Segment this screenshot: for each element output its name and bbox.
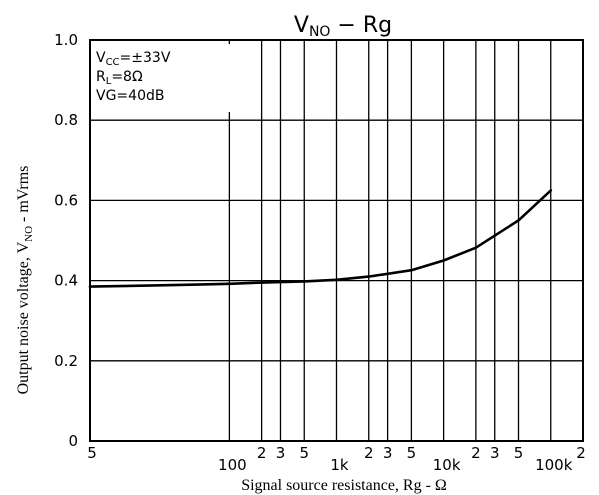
condition-1: RL=8Ω — [96, 69, 143, 87]
x-minor-tick-label-4: 2 — [364, 444, 374, 462]
y-axis-label: Output noise voltage, VNO - mVrms — [15, 166, 35, 395]
conditions-box — [92, 44, 242, 112]
series-line — [88, 189, 553, 288]
x-minor-tick-label-6: 5 — [407, 444, 417, 462]
y-axis-label-subscript: NO — [23, 226, 35, 242]
x-major-tick-label-0: 100 — [218, 456, 247, 474]
y-tick-label-1: 0.2 — [54, 352, 78, 370]
x-minor-tick-label-0: 5 — [87, 444, 97, 462]
chart-title-main: V — [294, 13, 309, 38]
x-major-tick-label-1: 1k — [330, 456, 349, 474]
condition-1-main: R — [96, 69, 106, 85]
x-axis-label: Signal source resistance, Rg - Ω — [241, 477, 447, 494]
condition-2: VG=40dB — [96, 88, 164, 104]
condition-1-value: =8Ω — [111, 69, 143, 85]
x-minor-tick-label-9: 5 — [514, 444, 524, 462]
y-tick-label-4: 0.8 — [54, 111, 78, 129]
x-minor-tick-label-8: 3 — [490, 444, 500, 462]
x-minor-tick-label-3: 5 — [299, 444, 309, 462]
condition-2-main: VG=40dB — [96, 88, 164, 104]
chart-title-rest: − Rg — [330, 13, 392, 38]
y-tick-labels: 0 0.2 0.4 0.6 0.8 1.0 — [54, 31, 78, 450]
y-tick-label-3: 0.6 — [54, 191, 78, 209]
x-major-tick-labels: 100 1k 10k 100k — [218, 456, 573, 474]
x-minor-tick-label-1: 2 — [257, 444, 267, 462]
chart-title: VNO − Rg — [294, 13, 392, 40]
condition-0-main: V — [96, 50, 106, 66]
x-minor-tick-label-7: 2 — [471, 444, 481, 462]
x-minor-tick-label-5: 3 — [383, 444, 393, 462]
x-minor-tick-label-2: 3 — [276, 444, 286, 462]
condition-0: VCC=±33V — [96, 50, 171, 68]
chart-title-subscript: NO — [309, 24, 331, 40]
x-major-tick-label-3: 100k — [535, 456, 573, 474]
x-minor-tick-label-10: 2 — [576, 444, 586, 462]
x-major-tick-label-2: 10k — [433, 456, 461, 474]
grid — [90, 40, 583, 441]
condition-0-subscript: CC — [106, 57, 120, 68]
y-tick-label-5: 1.0 — [54, 31, 78, 49]
condition-0-value: =±33V — [120, 50, 171, 66]
y-axis-label-main: Output noise voltage, V — [15, 241, 32, 394]
condition-1-subscript: L — [106, 76, 112, 87]
y-tick-label-2: 0.4 — [54, 272, 78, 290]
plot-frame — [89, 39, 584, 442]
y-axis-label-rest: - mVrms — [15, 166, 32, 226]
y-tick-label-0: 0 — [68, 432, 78, 450]
